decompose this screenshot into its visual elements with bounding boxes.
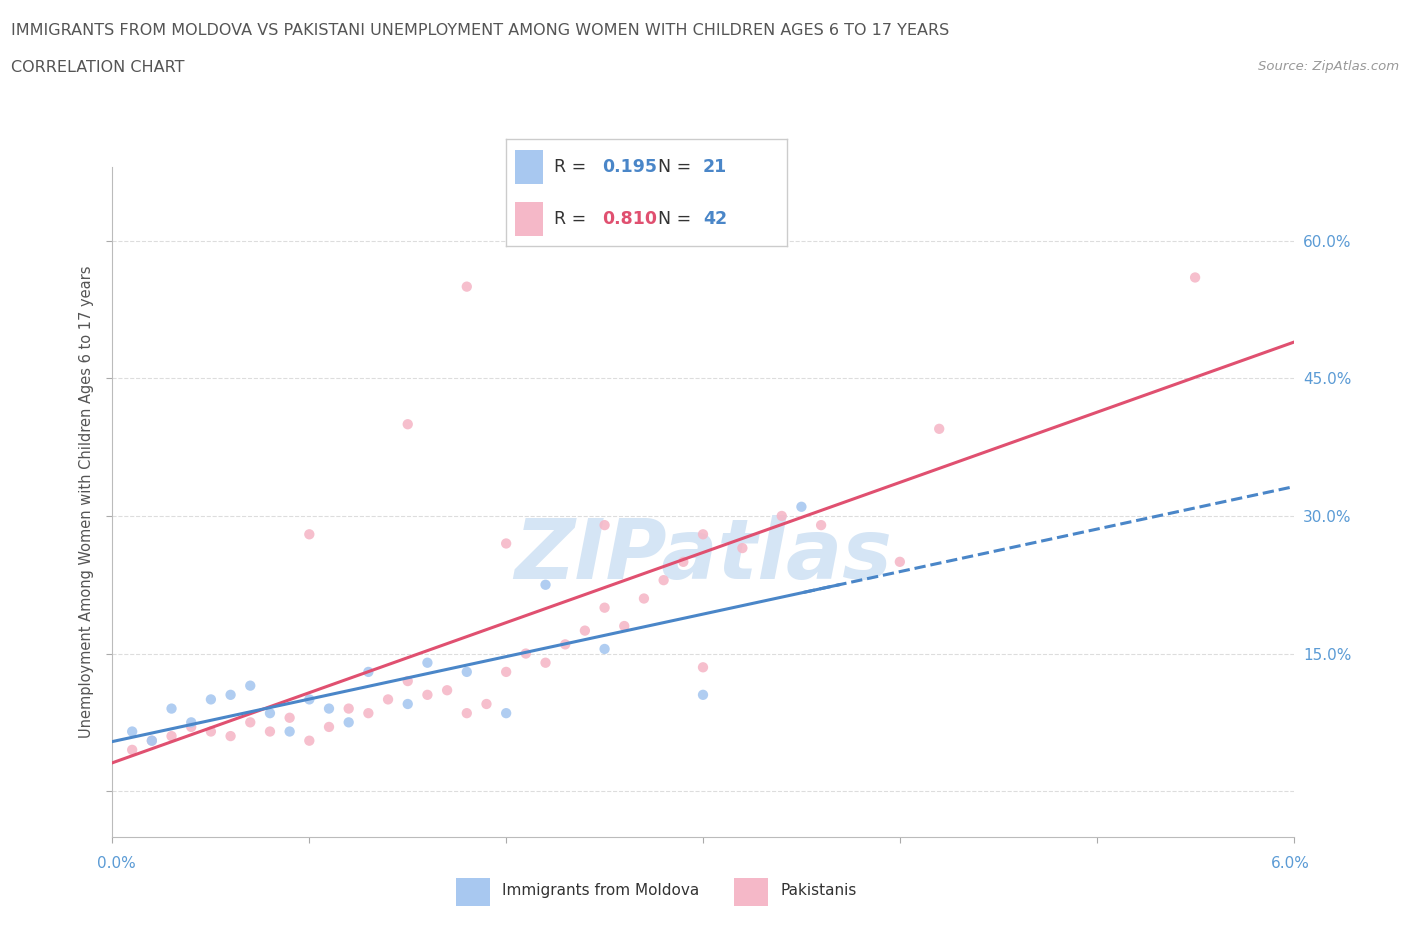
- Point: [200, 692, 222, 707]
- Point: [1184, 270, 1206, 285]
- Text: 0.810: 0.810: [602, 209, 657, 228]
- Point: [337, 701, 360, 716]
- Point: [593, 518, 616, 533]
- Text: R =: R =: [554, 158, 592, 177]
- Point: [337, 715, 360, 730]
- Point: [259, 706, 281, 721]
- Point: [121, 724, 143, 739]
- Point: [456, 279, 478, 294]
- Text: N =: N =: [658, 158, 697, 177]
- Point: [554, 637, 576, 652]
- Text: CORRELATION CHART: CORRELATION CHART: [11, 60, 184, 75]
- Point: [121, 742, 143, 757]
- Bar: [515, 202, 543, 236]
- Point: [160, 701, 183, 716]
- Point: [515, 646, 537, 661]
- Point: [593, 600, 616, 615]
- Point: [318, 701, 340, 716]
- Point: [456, 664, 478, 679]
- Point: [731, 540, 754, 555]
- Point: [239, 678, 262, 693]
- Text: IMMIGRANTS FROM MOLDOVA VS PAKISTANI UNEMPLOYMENT AMONG WOMEN WITH CHILDREN AGES: IMMIGRANTS FROM MOLDOVA VS PAKISTANI UNE…: [11, 23, 949, 38]
- Point: [318, 720, 340, 735]
- Point: [889, 554, 911, 569]
- Point: [436, 683, 458, 698]
- Point: [692, 687, 714, 702]
- Text: 6.0%: 6.0%: [1271, 856, 1310, 870]
- Point: [200, 724, 222, 739]
- Point: [180, 720, 202, 735]
- Point: [672, 554, 695, 569]
- Point: [495, 536, 517, 551]
- Point: [652, 573, 675, 588]
- Point: [396, 697, 419, 711]
- Point: [574, 623, 596, 638]
- Point: [692, 660, 714, 675]
- Point: [770, 509, 793, 524]
- Point: [160, 729, 183, 744]
- Text: 21: 21: [703, 158, 727, 177]
- Text: 0.0%: 0.0%: [97, 856, 136, 870]
- Point: [219, 687, 242, 702]
- Point: [534, 656, 557, 671]
- Point: [613, 618, 636, 633]
- Point: [593, 642, 616, 657]
- Point: [396, 673, 419, 688]
- Point: [377, 692, 399, 707]
- Point: [219, 729, 242, 744]
- Point: [180, 715, 202, 730]
- Text: ZIPatlas: ZIPatlas: [515, 515, 891, 596]
- Point: [357, 706, 380, 721]
- Point: [396, 417, 419, 432]
- Bar: [456, 878, 489, 906]
- Point: [278, 711, 301, 725]
- Point: [298, 733, 321, 748]
- Point: [141, 733, 163, 748]
- Point: [357, 664, 380, 679]
- Bar: [734, 878, 768, 906]
- Point: [495, 706, 517, 721]
- Bar: [515, 150, 543, 184]
- Text: Immigrants from Moldova: Immigrants from Moldova: [502, 883, 699, 898]
- Point: [928, 421, 950, 436]
- Point: [495, 664, 517, 679]
- Point: [141, 733, 163, 748]
- Point: [534, 578, 557, 592]
- Point: [278, 724, 301, 739]
- Text: 0.195: 0.195: [602, 158, 657, 177]
- Text: R =: R =: [554, 209, 592, 228]
- Point: [692, 527, 714, 542]
- Point: [416, 687, 439, 702]
- Point: [298, 527, 321, 542]
- Text: Pakistanis: Pakistanis: [780, 883, 856, 898]
- Point: [633, 591, 655, 606]
- Point: [475, 697, 498, 711]
- Point: [456, 706, 478, 721]
- Point: [298, 692, 321, 707]
- Y-axis label: Unemployment Among Women with Children Ages 6 to 17 years: Unemployment Among Women with Children A…: [79, 266, 94, 738]
- Point: [239, 715, 262, 730]
- Point: [416, 656, 439, 671]
- Text: N =: N =: [658, 209, 697, 228]
- Point: [810, 518, 832, 533]
- Text: 42: 42: [703, 209, 727, 228]
- Text: Source: ZipAtlas.com: Source: ZipAtlas.com: [1258, 60, 1399, 73]
- Point: [790, 499, 813, 514]
- Point: [259, 724, 281, 739]
